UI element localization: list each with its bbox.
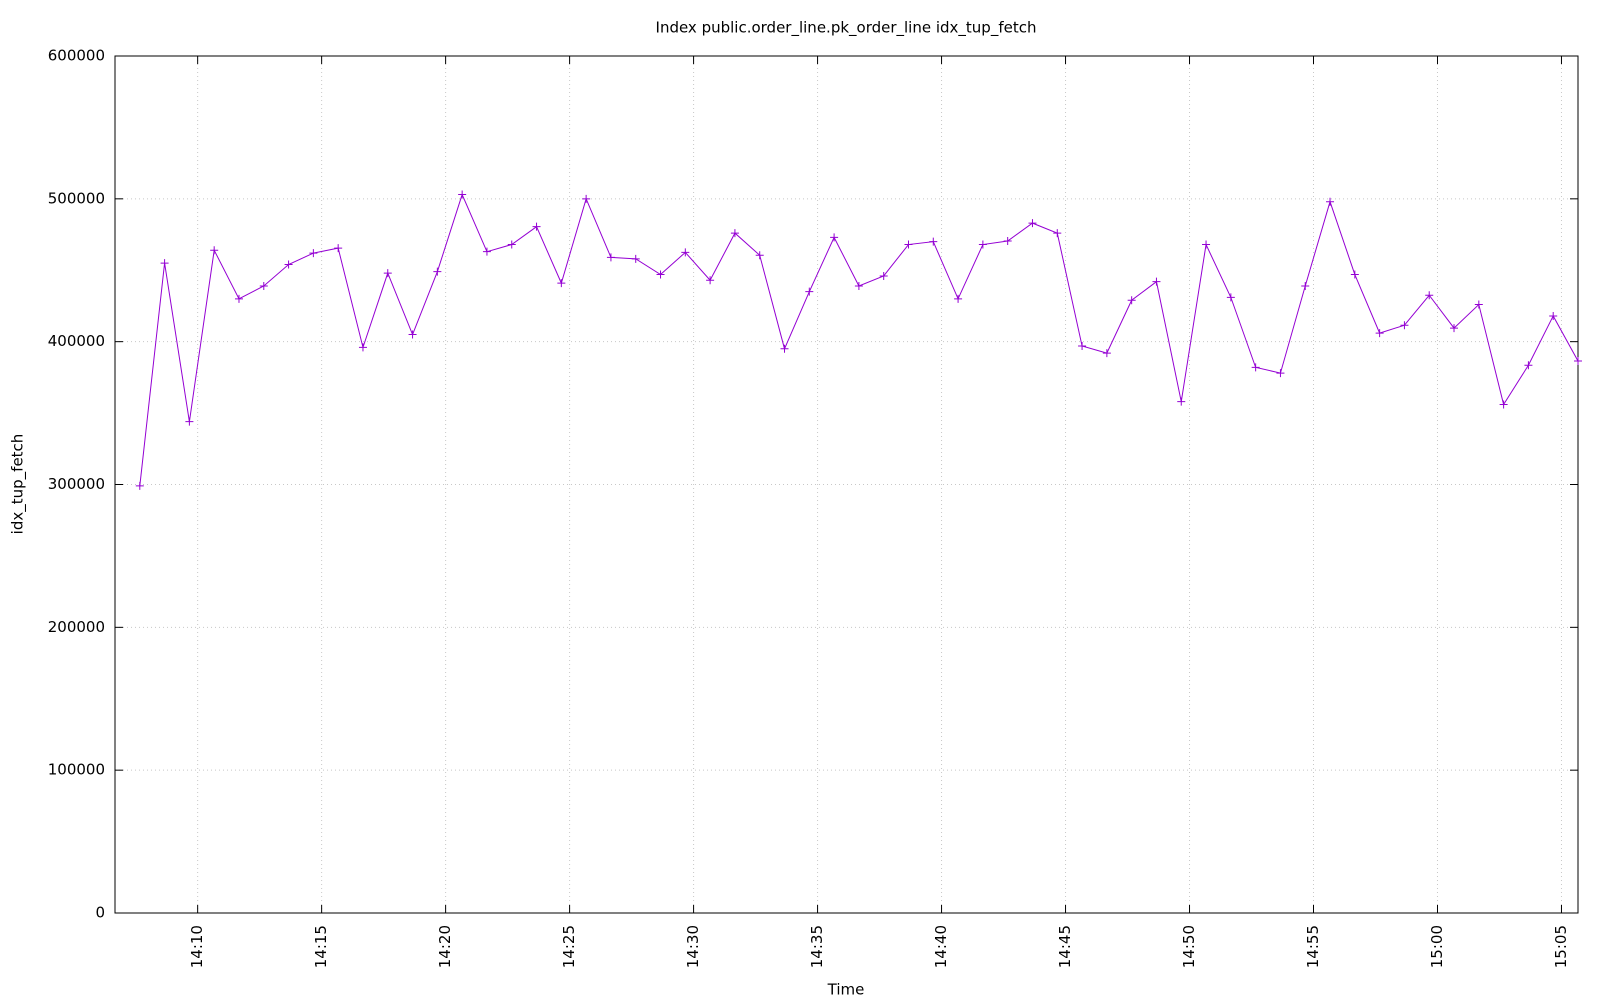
data-point — [1450, 324, 1459, 333]
data-point — [383, 269, 392, 278]
data-point — [1152, 277, 1161, 286]
x-tick-label: 14:55 — [1304, 925, 1322, 968]
data-point — [631, 254, 640, 263]
data-point — [1425, 291, 1434, 300]
data-point — [532, 222, 541, 231]
data-point — [1251, 363, 1260, 372]
data-point — [1003, 236, 1012, 245]
x-tick-label: 14:30 — [684, 925, 702, 968]
data-point — [954, 294, 963, 303]
data-point — [210, 246, 219, 255]
y-tick-label: 600000 — [48, 47, 105, 65]
data-point — [1499, 400, 1508, 409]
data-point — [1549, 311, 1558, 320]
data-point — [234, 294, 243, 303]
data-point — [1127, 296, 1136, 305]
data-point — [1202, 240, 1211, 249]
data-point — [904, 240, 913, 249]
data-point — [1028, 219, 1037, 228]
data-point — [309, 249, 318, 258]
data-point — [1226, 293, 1235, 302]
plot-frame — [114, 55, 1579, 914]
data-point — [135, 481, 144, 490]
chart-title: Index public.order_line.pk_order_line id… — [656, 19, 1037, 38]
data-point — [681, 248, 690, 257]
x-tick-label: 14:35 — [808, 925, 826, 968]
data-point — [507, 240, 516, 249]
data-point — [433, 267, 442, 276]
data-point — [1078, 341, 1087, 350]
data-point — [755, 251, 764, 260]
y-tick-label: 0 — [95, 904, 105, 922]
data-point — [1524, 361, 1533, 370]
x-tick-label: 14:45 — [1056, 925, 1074, 968]
data-point — [358, 343, 367, 352]
data-point — [408, 330, 417, 339]
data-point — [259, 281, 268, 290]
y-tick-label: 100000 — [48, 761, 105, 779]
x-axis-label: Time — [827, 981, 865, 999]
data-point — [1350, 270, 1359, 279]
data-point — [482, 247, 491, 256]
data-point — [582, 194, 591, 203]
data-point — [557, 279, 566, 288]
data-point — [185, 417, 194, 426]
y-tick-label: 400000 — [48, 332, 105, 350]
data-point — [334, 244, 343, 253]
data-point — [1177, 397, 1186, 406]
data-point — [854, 281, 863, 290]
data-point — [1102, 349, 1111, 358]
data-point — [706, 276, 715, 285]
data-line — [139, 193, 1579, 486]
x-tick-label: 15:05 — [1552, 925, 1570, 968]
data-point — [780, 344, 789, 353]
data-point — [1053, 229, 1062, 238]
data-point — [1400, 321, 1409, 330]
y-axis-label: idx_tup_fetch — [9, 434, 28, 535]
y-tick-label: 500000 — [48, 189, 105, 207]
data-point — [1474, 300, 1483, 309]
x-tick-label: 14:10 — [188, 925, 206, 968]
data-point — [1326, 197, 1335, 206]
data-point — [284, 260, 293, 269]
data-point — [458, 190, 467, 199]
data-point — [830, 233, 839, 242]
data-point — [160, 259, 169, 268]
data-point — [1375, 329, 1384, 338]
data-point — [606, 253, 615, 262]
x-tick-label: 14:40 — [932, 925, 950, 968]
y-tick-label: 300000 — [48, 475, 105, 493]
data-point — [879, 271, 888, 280]
x-tick-label: 14:50 — [1180, 925, 1198, 968]
data-point — [656, 270, 665, 279]
x-tick-label: 14:25 — [560, 925, 578, 968]
data-point — [929, 237, 938, 246]
data-point — [805, 287, 814, 296]
y-tick-label: 200000 — [48, 618, 105, 636]
data-point — [1301, 281, 1310, 290]
x-tick-label: 14:20 — [436, 925, 454, 968]
data-point — [730, 229, 739, 238]
data-point — [1574, 356, 1582, 365]
x-tick-label: 14:15 — [312, 925, 330, 968]
data-point — [1276, 369, 1285, 378]
data-point — [978, 240, 987, 249]
x-tick-label: 15:00 — [1428, 925, 1446, 968]
